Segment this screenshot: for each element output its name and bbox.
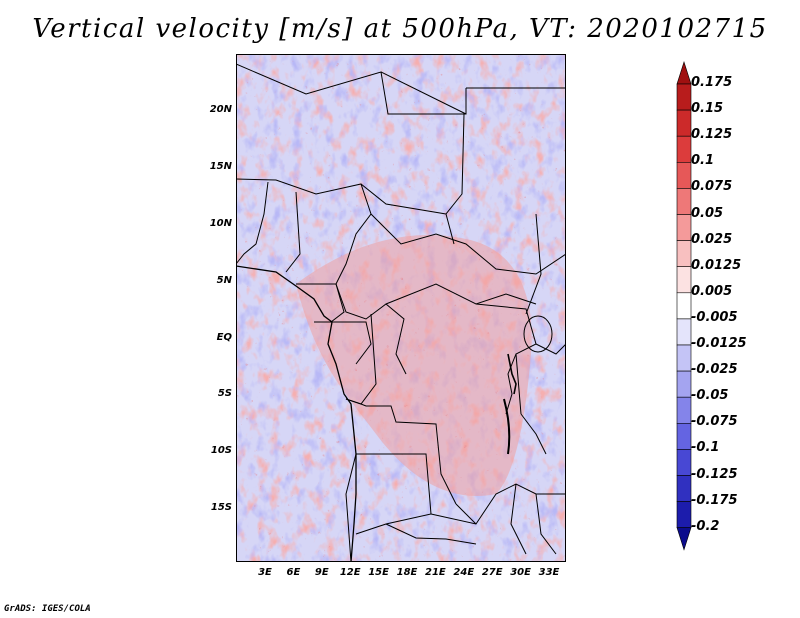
colorbar-bin [676,292,692,320]
colorbar-level-label: 0.0125 [691,257,742,273]
lon-tick-label: 33E [538,567,560,578]
colorbar-level-label: 0.15 [691,101,724,117]
lat-tick-label: 15N [209,161,232,172]
colorbar-level-label: -0.175 [691,492,738,508]
lon-tick-label: 27E [481,567,503,578]
lon-tick-label: 30E [510,567,531,578]
lon-tick-label: 24E [453,567,475,578]
colorbar-level-label: -0.0125 [691,336,747,351]
colorbar-level-label: 0.005 [691,283,733,299]
colorbar-bin [676,61,692,85]
lat-tick-label: 10N [209,218,232,229]
colorbar-bin [676,318,692,346]
colorbar-bin [676,162,692,189]
colorbar-bin [676,344,692,372]
colorbar-level-label: 0.125 [691,127,733,143]
colorbar-level-label: -0.05 [691,388,729,404]
colorbar-level-label: -0.2 [691,518,720,534]
lake-tanganyika [503,398,511,455]
velocity-field-map [236,54,566,562]
lat-tick-label: 15S [210,502,232,513]
coastline [236,265,357,562]
colorbar-level-label: 0.05 [691,205,724,221]
colorbar-bin [676,501,692,529]
colorbar-level-label: 0.025 [691,231,733,247]
colorbar-bin [676,109,692,137]
colorbar-bin [676,188,692,215]
lon-tick-label: 3E [258,567,272,578]
colorbar-bin [676,449,692,476]
colorbar-bin [676,475,692,502]
colorbar-level-label: 0.1 [691,153,715,169]
lake-kivu [507,353,517,395]
map-frame [236,54,566,562]
lon-tick-label: 9E [314,567,329,578]
lat-tick-label: 5N [216,275,232,286]
lat-tick-label: 20N [209,104,232,115]
colorbar-bin [676,240,692,268]
colorbar-level-label: -0.025 [691,362,738,378]
lat-tick-label: 5S [217,388,232,399]
colorbar-level-label: -0.125 [691,466,738,482]
footer-credit: GrADS: IGES/COLA [4,604,91,614]
colorbar-bin [676,396,692,424]
colorbar [676,61,692,551]
country-borders [236,63,566,562]
lon-tick-label: 6E [286,567,301,578]
lon-tick-label: 12E [339,567,361,578]
colorbar-bin [676,370,692,398]
lon-tick-label: 18E [396,567,418,578]
colorbar-bin [676,527,692,551]
colorbar-bin [676,214,692,241]
lat-tick-label: EQ [216,332,232,343]
colorbar-bin [676,266,692,294]
colorbar-level-label: 0.075 [691,179,733,195]
chart-title: Vertical velocity [m/s] at 500hPa, VT: 2… [32,14,768,44]
colorbar-bin [676,422,692,450]
lon-tick-label: 15E [368,567,389,578]
colorbar-level-label: 0.175 [691,75,733,90]
colorbar-level-label: -0.1 [691,440,720,456]
colorbar-bin [676,135,692,163]
lat-tick-label: 10S [210,445,232,456]
colorbar-level-label: -0.075 [691,414,738,430]
lake-victoria [523,315,553,353]
lon-tick-label: 21E [425,567,446,578]
colorbar-level-label: -0.005 [691,309,738,325]
colorbar-bin [676,83,692,111]
map-panel [236,54,566,562]
